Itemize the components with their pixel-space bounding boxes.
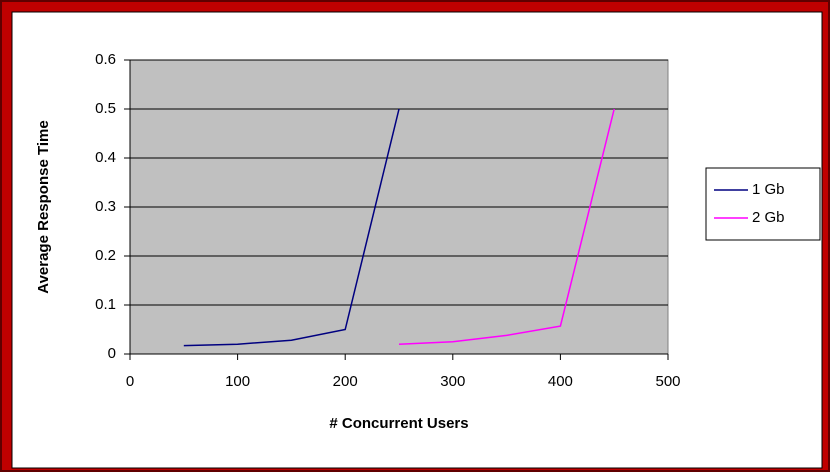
x-tick-label: 0: [126, 373, 134, 390]
x-tick-label: 100: [225, 373, 250, 390]
y-tick-label: 0.3: [95, 198, 116, 215]
y-tick-label: 0.1: [95, 296, 116, 313]
y-tick-label: 0.6: [95, 51, 116, 68]
y-tick-label: 0: [108, 345, 116, 362]
x-tick-label: 500: [655, 373, 680, 390]
y-tick-label: 0.4: [95, 149, 116, 166]
x-tick-label: 300: [440, 373, 465, 390]
series-line: [183, 108, 400, 347]
x-tick-label: 400: [548, 373, 573, 390]
legend-label: 1 Gb: [752, 181, 785, 198]
legend-label: 2 Gb: [752, 209, 785, 226]
legend-box: [705, 167, 821, 241]
x-tick-label: 200: [333, 373, 358, 390]
series-line: [398, 108, 615, 345]
y-tick-label: 0.5: [95, 100, 116, 117]
y-axis-label: Average Response Time: [35, 120, 52, 293]
y-tick-label: 0.2: [95, 247, 116, 264]
x-axis-label: # Concurrent Users: [329, 415, 468, 432]
